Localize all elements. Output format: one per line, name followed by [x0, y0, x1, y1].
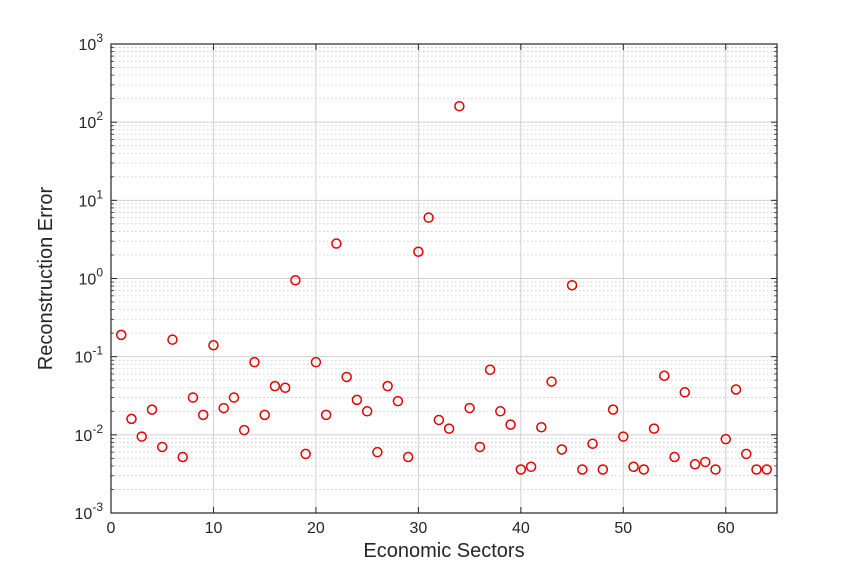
y-tick-label: 10-3	[75, 500, 104, 523]
x-tick-label: 20	[307, 520, 325, 537]
y-tick-label: 103	[79, 31, 104, 54]
x-tick-label: 30	[409, 520, 427, 537]
x-axis-label: Economic Sectors	[363, 540, 524, 562]
y-tick-label: 102	[79, 109, 104, 132]
data-point	[741, 448, 752, 460]
data-point	[341, 371, 352, 383]
data-point	[372, 446, 383, 458]
data-point	[279, 382, 291, 394]
data-point	[751, 464, 762, 475]
x-tick-label: 50	[614, 520, 632, 537]
y-tick-label: 101	[79, 187, 104, 210]
data-point	[710, 464, 721, 475]
y-tick-labels: 10-3 10-2 10-1 100 101 102 103	[75, 31, 104, 523]
data-point	[556, 444, 568, 455]
data-point	[638, 464, 650, 475]
data-point	[423, 212, 434, 223]
data-point	[177, 451, 188, 463]
data-point	[659, 370, 670, 381]
x-tick-label: 0	[107, 520, 116, 537]
data-point	[228, 392, 240, 403]
data-point	[577, 464, 588, 475]
data-point	[310, 356, 322, 368]
data-point	[546, 376, 557, 387]
data-point	[361, 406, 373, 417]
y-tick-label: 10-1	[75, 344, 104, 367]
data-point	[474, 441, 486, 453]
data-point	[607, 404, 619, 415]
x-tick-labels: 0 10 20 30 40 50 60	[107, 520, 735, 537]
data-point	[208, 339, 219, 351]
data-point	[146, 404, 158, 415]
data-point	[402, 451, 414, 463]
data-point	[628, 461, 639, 473]
data-point	[413, 246, 424, 257]
data-point	[689, 459, 701, 470]
data-point	[269, 380, 281, 392]
x-tick-label: 10	[205, 520, 223, 537]
data-point	[454, 100, 465, 112]
data-point	[115, 329, 127, 341]
x-tick-label: 60	[717, 520, 735, 537]
data-point	[464, 402, 475, 414]
y-axis-label: Reconstruction Error	[35, 186, 57, 370]
data-point	[505, 419, 516, 430]
y-tick-label: 100	[79, 266, 104, 289]
data-point	[238, 424, 250, 436]
data-point	[320, 409, 332, 421]
data-point	[197, 409, 209, 421]
data-point	[290, 274, 301, 286]
data-point	[484, 364, 496, 376]
data-point	[648, 423, 660, 434]
data-point	[525, 461, 537, 473]
data-point	[187, 392, 199, 403]
x-tick-label: 40	[512, 520, 530, 537]
data-point	[218, 402, 229, 414]
data-point	[536, 422, 547, 433]
data-point	[679, 387, 691, 398]
data-point	[331, 238, 342, 249]
data-point	[167, 334, 178, 345]
data-point	[392, 395, 404, 407]
data-point	[515, 464, 527, 475]
y-tick-label: 10-2	[75, 422, 104, 445]
data-point	[156, 441, 168, 453]
data-point	[669, 451, 680, 463]
data-point	[249, 356, 260, 368]
data-point	[351, 394, 363, 406]
data-point	[443, 423, 455, 434]
data-point	[495, 406, 506, 417]
data-point	[761, 464, 773, 475]
data-point	[720, 433, 732, 445]
data-point	[136, 431, 147, 442]
data-points	[115, 100, 773, 475]
data-point	[618, 431, 629, 442]
data-point	[566, 279, 578, 291]
data-point	[259, 409, 270, 421]
data-point	[597, 464, 609, 475]
data-point	[587, 438, 598, 449]
axis-ticks	[110, 43, 777, 514]
data-point	[126, 413, 137, 425]
data-point	[433, 414, 445, 426]
data-point	[700, 456, 711, 468]
data-point	[382, 380, 393, 392]
data-point	[730, 384, 742, 395]
data-point	[300, 448, 311, 460]
